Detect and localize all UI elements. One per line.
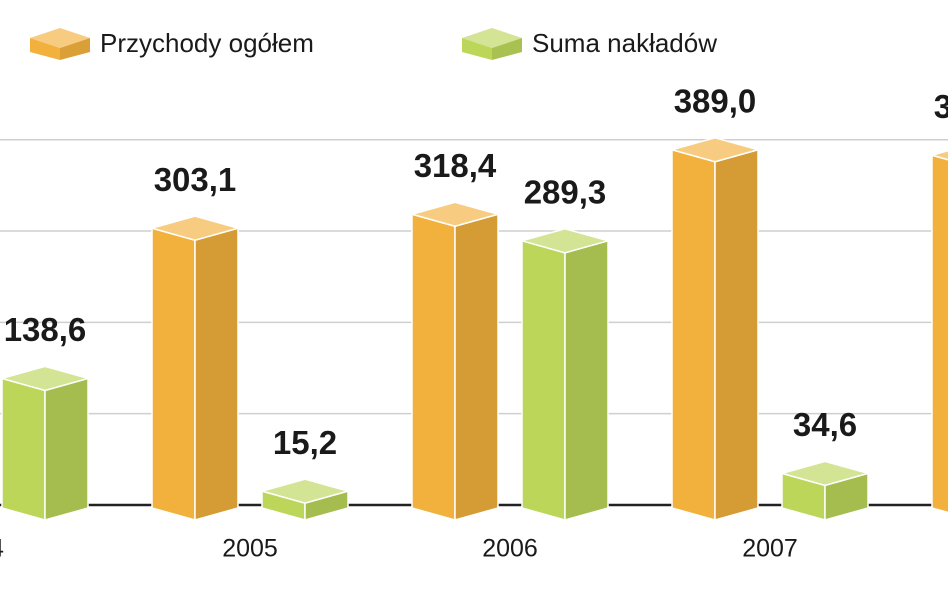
legend-icon-right [492, 38, 522, 60]
legend-item: Suma nakładów [462, 28, 717, 60]
bar [409, 201, 501, 521]
bar-side [564, 239, 609, 521]
x-tick-label: 2007 [742, 535, 798, 563]
bar [519, 228, 611, 521]
legend-label: Suma nakładów [532, 28, 717, 58]
value-label: 383,0 [934, 88, 948, 125]
bar-side [714, 148, 759, 521]
bar [669, 136, 761, 521]
value-label: 303,1 [154, 161, 237, 198]
bar [0, 365, 91, 521]
value-label: 318,4 [414, 147, 497, 184]
value-label: 34,6 [793, 406, 857, 443]
bar-top [0, 365, 91, 392]
value-label: 15,2 [273, 424, 337, 461]
bar-front [411, 213, 456, 521]
value-label: 289,3 [524, 174, 607, 211]
bar-front [931, 154, 948, 514]
bar-front [1, 377, 46, 521]
bar-top [669, 136, 761, 163]
x-tick-label: 2005 [222, 535, 278, 563]
bar-top [259, 478, 351, 504]
bar [929, 150, 948, 514]
legend-label: Przychody ogółem [100, 28, 314, 58]
bar-top [519, 228, 611, 254]
bar-top [929, 150, 948, 161]
bar-side [44, 377, 89, 521]
legend-icon-left [462, 38, 492, 60]
legend-icon-right [60, 38, 90, 60]
bar-top [149, 215, 241, 241]
x-tick-label: 04 [0, 535, 4, 563]
bar [779, 460, 871, 521]
bar-top [409, 201, 501, 228]
bar-side [454, 213, 499, 521]
value-label: 138,6 [4, 311, 87, 348]
bar-front [521, 239, 566, 521]
bar [149, 215, 241, 521]
x-tick-label: 2006 [482, 535, 538, 563]
legend-icon-left [30, 38, 60, 60]
legend-item: Przychody ogółem [30, 28, 314, 60]
bar-top [779, 460, 871, 487]
bar-side [194, 227, 239, 521]
bar [259, 478, 351, 521]
value-label: 389,0 [674, 82, 757, 119]
bar-front [151, 227, 196, 521]
bar-front [671, 148, 716, 521]
